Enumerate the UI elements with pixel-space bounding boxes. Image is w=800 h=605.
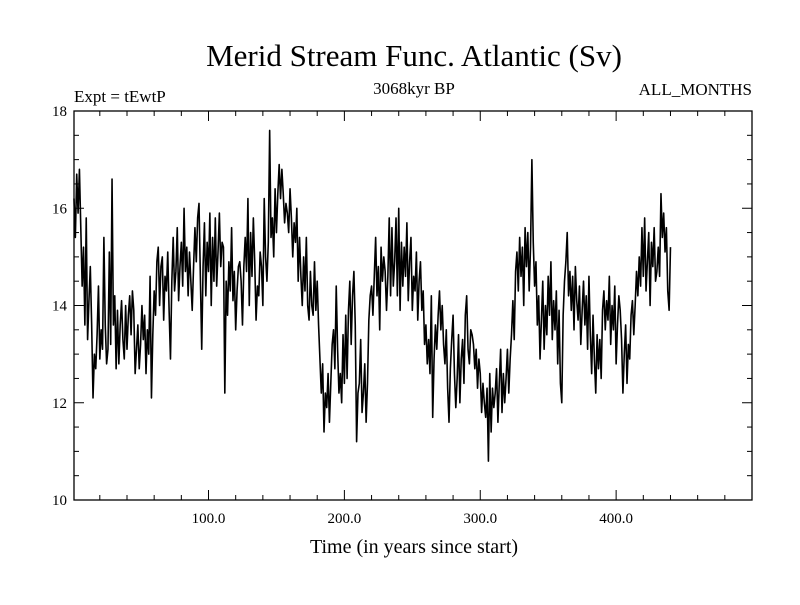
series-line <box>73 129 672 462</box>
plot-area: 10 12 14 16 18 100.0 200.0 300.0 400.0 <box>52 104 753 527</box>
x-tick-label: 100.0 <box>192 511 226 527</box>
months-label: ALL_MONTHS <box>639 80 752 99</box>
y-tick-label: 10 <box>52 493 67 509</box>
x-tick-label: 200.0 <box>328 511 362 527</box>
y-tick-label: 18 <box>52 104 67 120</box>
y-tick-label: 14 <box>52 299 68 315</box>
chart-title: Merid Stream Func. Atlantic (Sv) <box>206 38 622 73</box>
y-tick-label: 16 <box>52 201 68 217</box>
period-label: 3068kyr BP <box>373 79 455 98</box>
experiment-label: Expt = tEwtP <box>74 87 166 106</box>
x-tick-label: 400.0 <box>599 511 633 527</box>
y-tick-label: 12 <box>52 396 67 412</box>
x-tick-label: 300.0 <box>463 511 497 527</box>
x-axis-label: Time (in years since start) <box>310 536 518 558</box>
